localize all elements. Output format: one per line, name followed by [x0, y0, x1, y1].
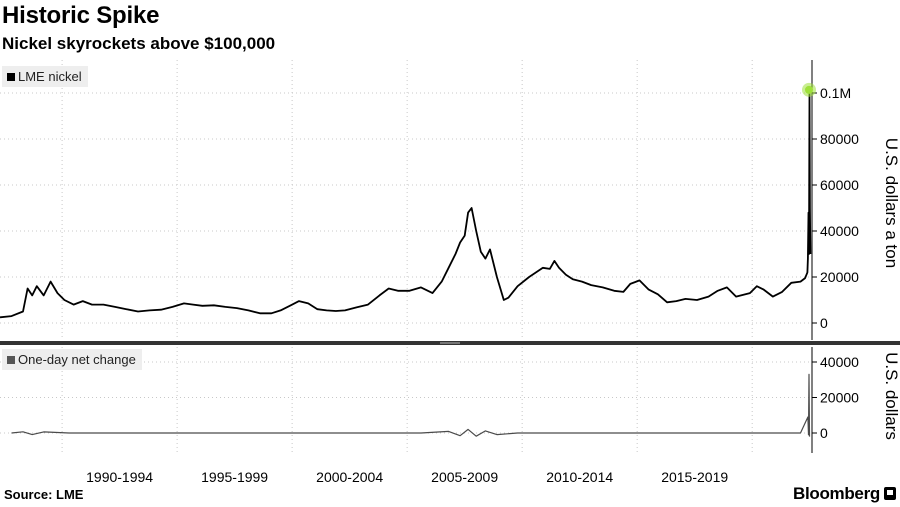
panel-divider-grip: [440, 342, 460, 344]
series-line-one-day-change: [11, 373, 811, 437]
chart-title: Historic Spike: [2, 2, 160, 29]
y-tick-label: 0.1M: [820, 85, 851, 101]
x-tick-label: 2000-2004: [316, 469, 383, 485]
legend-one-day-change: One-day net change: [2, 349, 142, 370]
x-tick-label: 2010-2014: [546, 469, 613, 485]
y-tick-label: 20000: [820, 390, 859, 406]
bloomberg-terminal-icon: [884, 487, 896, 500]
spike-marker: [805, 85, 814, 94]
chart-subtitle: Nickel skyrockets above $100,000: [2, 34, 276, 53]
y-tick-label: 20000: [820, 269, 859, 285]
y-axis-label: U.S. dollars a ton: [882, 138, 900, 268]
brand-text: Bloomberg: [792, 484, 880, 503]
x-tick-label: 1990-1994: [86, 469, 153, 485]
x-tick-label: 1995-1999: [201, 469, 268, 485]
y-tick-label: 0: [820, 425, 828, 441]
y-axis-label: U.S. dollars: [882, 352, 900, 440]
y-tick-label: 40000: [820, 223, 859, 239]
legend-label-change: One-day net change: [18, 352, 136, 367]
series-line-lme-nickel: [0, 92, 812, 319]
y-tick-label: 40000: [820, 354, 859, 370]
x-tick-label: 2005-2009: [431, 469, 498, 485]
y-tick-label: 60000: [820, 177, 859, 193]
legend-lme-nickel: LME nickel: [2, 66, 88, 87]
y-tick-label: 80000: [820, 131, 859, 147]
y-tick-label: 0: [820, 315, 828, 331]
legend-swatch-nickel: [7, 73, 15, 81]
legend-label-nickel: LME nickel: [18, 69, 82, 84]
brand-logo: Bloomberg: [793, 484, 896, 504]
source-note: Source: LME: [4, 487, 84, 502]
x-tick-label: 2015-2019: [661, 469, 728, 485]
legend-swatch-change: [7, 356, 15, 364]
